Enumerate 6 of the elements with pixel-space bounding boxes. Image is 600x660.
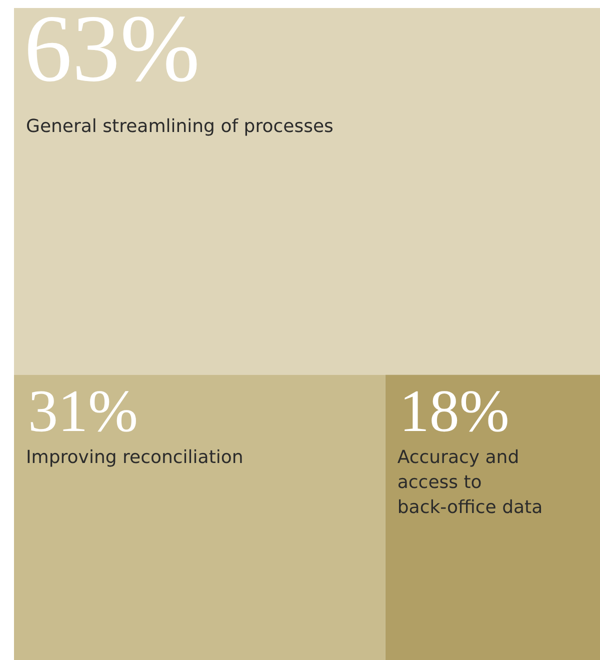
data-label: 63% <box>24 0 200 102</box>
category-label: General streamlining of processes <box>26 116 334 137</box>
data-label: 18% <box>399 378 510 444</box>
category-label: Improving reconciliation <box>26 446 244 468</box>
category-label: Accuracy and access to back-office data <box>397 446 543 518</box>
data-label: 31% <box>28 378 138 444</box>
